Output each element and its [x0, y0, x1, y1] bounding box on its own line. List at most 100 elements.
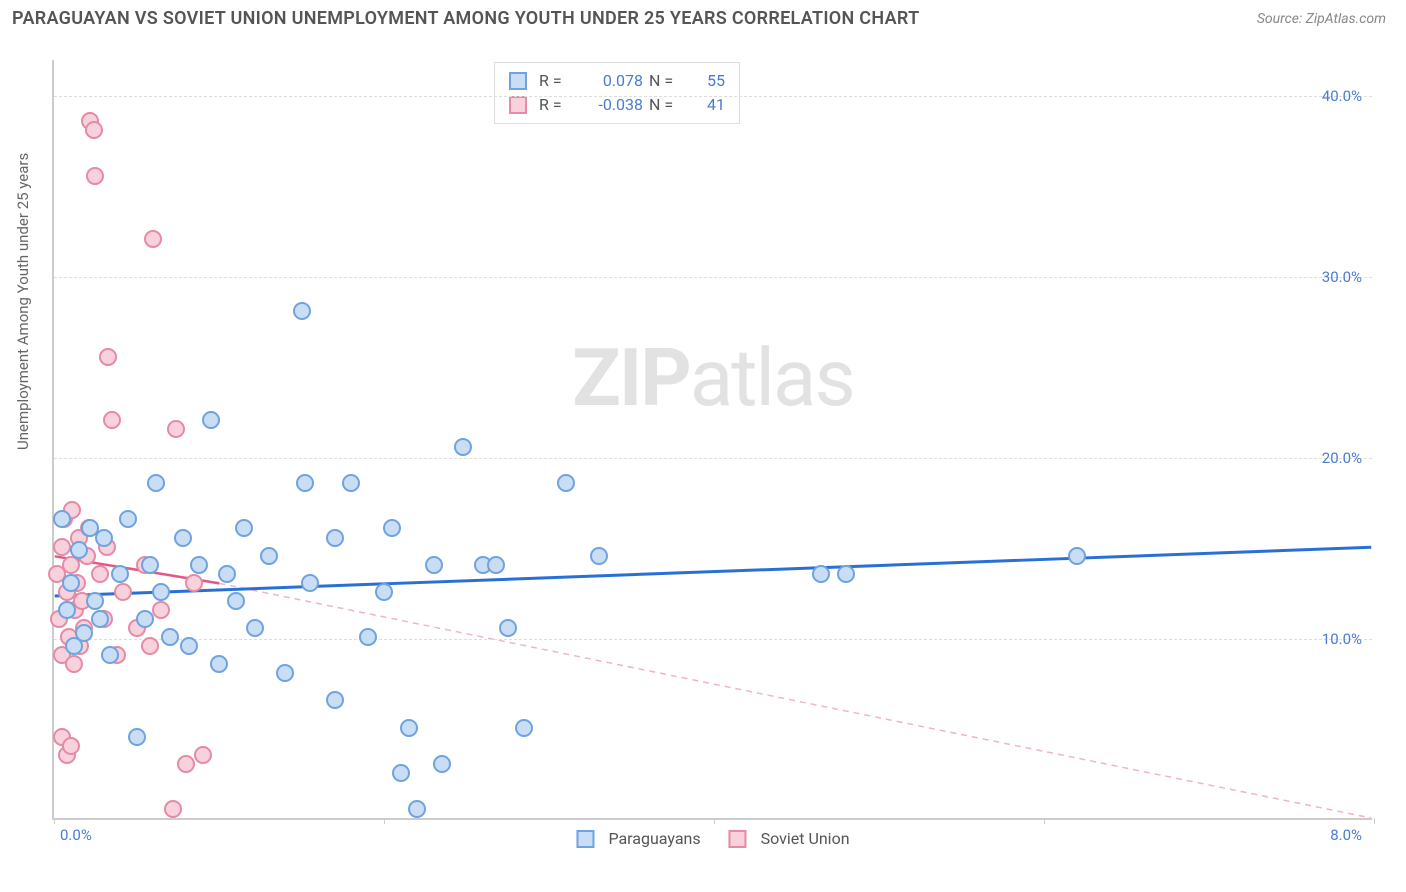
paraguayans-point — [101, 646, 119, 664]
paraguayans-point — [111, 565, 129, 583]
paraguayans-point — [837, 565, 855, 583]
x-tick-min: 0.0% — [60, 826, 92, 844]
paraguayans-point — [296, 474, 314, 492]
chart-title: PARAGUAYAN VS SOVIET UNION UNEMPLOYMENT … — [12, 8, 919, 29]
paraguayans-point — [425, 556, 443, 574]
legend-label-paraguayans: Paraguayans — [608, 829, 700, 848]
swatch-blue — [576, 830, 594, 848]
paraguayans-point — [190, 556, 208, 574]
watermark-light: atlas — [690, 331, 854, 425]
paraguayans-point — [433, 755, 451, 773]
soviet-point — [141, 637, 159, 655]
paraguayans-point — [75, 624, 93, 642]
paraguayans-point — [218, 565, 236, 583]
r-value-blue: 0.078 — [579, 69, 643, 93]
paraguayans-point — [301, 574, 319, 592]
soviet-point — [85, 121, 103, 139]
soviet-point — [65, 655, 83, 673]
soviet-point — [194, 746, 212, 764]
soviet-point — [62, 737, 80, 755]
paraguayans-point — [180, 637, 198, 655]
legend-series: Paraguayans Soviet Union — [576, 829, 849, 848]
paraguayans-point — [1068, 547, 1086, 565]
legend-label-soviet: Soviet Union — [761, 829, 850, 848]
paraguayans-point — [62, 574, 80, 592]
paraguayans-point — [557, 474, 575, 492]
gridline — [54, 277, 1372, 278]
paraguayans-point — [392, 764, 410, 782]
paraguayans-point — [235, 519, 253, 537]
watermark: ZIPatlas — [572, 331, 853, 425]
paraguayans-point — [359, 628, 377, 646]
soviet-point — [185, 574, 203, 592]
paraguayans-point — [128, 728, 146, 746]
legend-item-paraguayans: Paraguayans — [576, 829, 700, 848]
paraguayans-point — [246, 619, 264, 637]
paraguayans-point — [342, 474, 360, 492]
paraguayans-point — [58, 601, 76, 619]
watermark-bold: ZIP — [572, 331, 690, 425]
swatch-pink — [729, 830, 747, 848]
paraguayans-point — [408, 800, 426, 818]
paraguayans-point — [152, 583, 170, 601]
paraguayans-point — [590, 547, 608, 565]
paraguayans-point — [210, 655, 228, 673]
soviet-point — [152, 601, 170, 619]
paraguayans-point — [91, 610, 109, 628]
paraguayans-point — [227, 592, 245, 610]
soviet-point — [164, 800, 182, 818]
swatch-pink — [509, 96, 527, 114]
trend-line — [55, 547, 1372, 596]
n-value-blue: 55 — [689, 69, 725, 93]
x-tick-mark — [714, 818, 715, 824]
paraguayans-point — [326, 691, 344, 709]
swatch-blue — [509, 72, 527, 90]
soviet-point — [177, 755, 195, 773]
paraguayans-point — [86, 592, 104, 610]
r-label: R = — [539, 69, 573, 93]
y-tick-label: 20.0% — [1322, 449, 1362, 467]
soviet-point — [99, 348, 117, 366]
paraguayans-point — [202, 411, 220, 429]
x-tick-mark — [54, 818, 55, 824]
paraguayans-point — [260, 547, 278, 565]
chart-area: ZIPatlas R = 0.078 N = 55 R = -0.038 N =… — [52, 60, 1372, 820]
y-axis-label: Unemployment Among Youth under 25 years — [14, 153, 32, 450]
paraguayans-point — [515, 719, 533, 737]
paraguayans-point — [375, 583, 393, 601]
y-tick-label: 10.0% — [1322, 630, 1362, 648]
x-tick-mark — [1374, 818, 1375, 824]
paraguayans-point — [53, 510, 71, 528]
trend-lines — [54, 60, 1372, 818]
soviet-point — [114, 583, 132, 601]
paraguayans-point — [95, 529, 113, 547]
source-text: Source: ZipAtlas.com — [1257, 11, 1386, 27]
soviet-point — [167, 420, 185, 438]
paraguayans-point — [454, 438, 472, 456]
x-tick-mark — [384, 818, 385, 824]
soviet-point — [53, 538, 71, 556]
paraguayans-point — [383, 519, 401, 537]
paraguayans-point — [487, 556, 505, 574]
paraguayans-point — [276, 664, 294, 682]
x-tick-mark — [1044, 818, 1045, 824]
n-label: N = — [649, 69, 683, 93]
paraguayans-point — [326, 529, 344, 547]
gridline — [54, 458, 1372, 459]
soviet-point — [144, 230, 162, 248]
legend-stats-row-blue: R = 0.078 N = 55 — [509, 69, 725, 93]
paraguayans-point — [141, 556, 159, 574]
y-tick-label: 30.0% — [1322, 268, 1362, 286]
soviet-point — [91, 565, 109, 583]
gridline — [54, 639, 1372, 640]
paraguayans-point — [70, 541, 88, 559]
paraguayans-point — [499, 619, 517, 637]
paraguayans-point — [147, 474, 165, 492]
soviet-point — [86, 167, 104, 185]
trend-line — [219, 583, 1371, 818]
x-tick-max: 8.0% — [1330, 826, 1362, 844]
legend-stats: R = 0.078 N = 55 R = -0.038 N = 41 — [494, 62, 740, 124]
paraguayans-point — [812, 565, 830, 583]
paraguayans-point — [400, 719, 418, 737]
paraguayans-point — [161, 628, 179, 646]
